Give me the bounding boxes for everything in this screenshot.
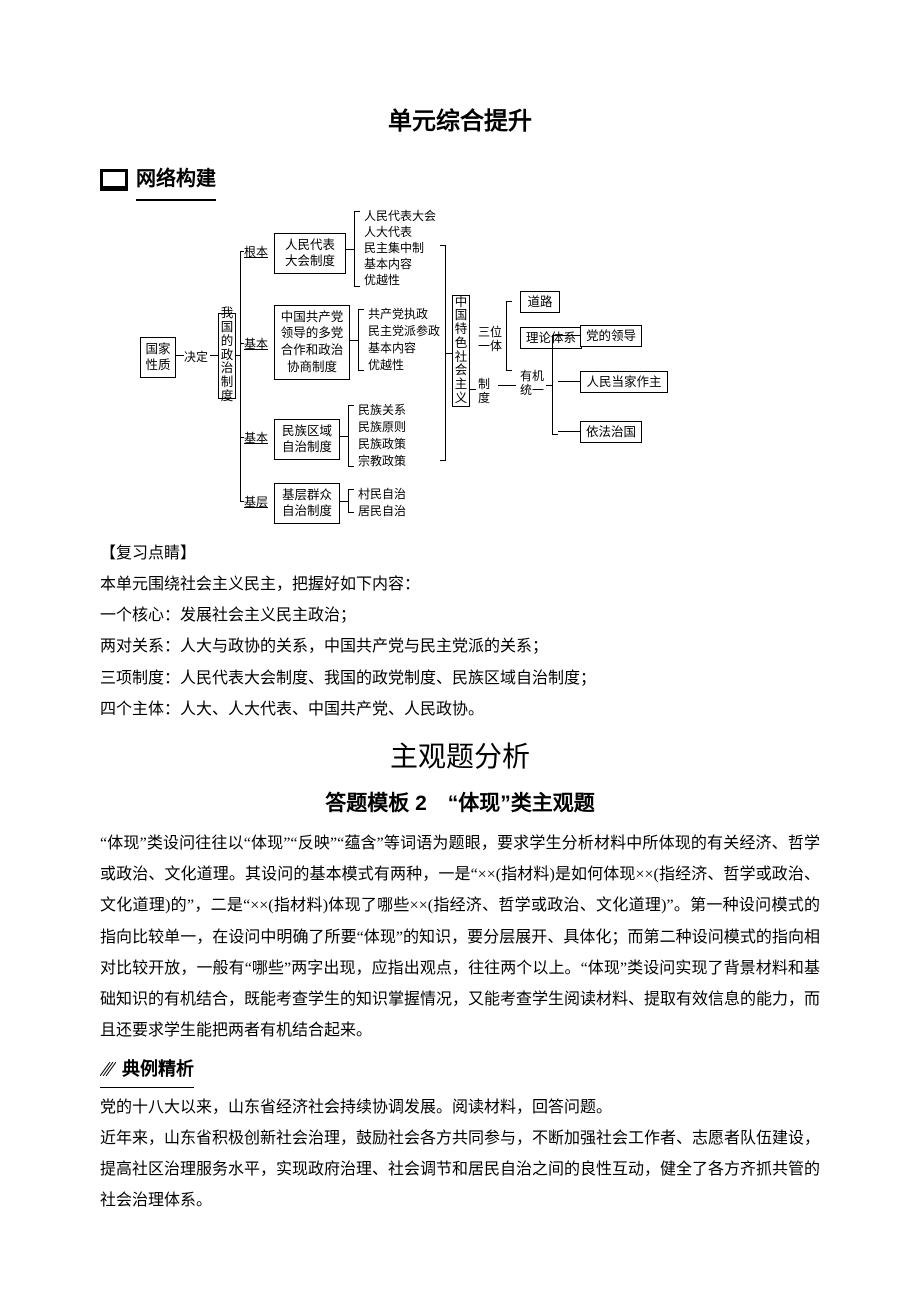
connector <box>546 385 552 386</box>
bracket <box>348 405 354 467</box>
connector <box>210 355 218 356</box>
hatch-icon <box>100 1062 116 1076</box>
connector <box>240 501 244 502</box>
page-title: 单元综合提升 <box>100 100 820 146</box>
node-nation-nature: 国家 性质 <box>140 337 176 379</box>
diagram-container: 国家 性质 决定 我国的政治制度 根本 基本 基本 基层 人民代表 大会制度 中… <box>100 209 820 529</box>
subjective-body: “体现”类设问往往以“体现”“反映”“蕴含”等词语为题眼，要求学生分析材料中所体… <box>100 828 820 1046</box>
connector <box>446 353 452 354</box>
connector <box>176 355 184 356</box>
connector <box>240 343 244 344</box>
example-material: 近年来，山东省积极创新社会治理，鼓励社会各方共同参与，不断加强社会工作者、志愿者… <box>100 1123 820 1217</box>
node-npc-system: 人民代表 大会制度 <box>274 233 346 275</box>
connector <box>340 501 348 502</box>
connector <box>470 389 476 390</box>
review-line: 两对关系：人大与政协的关系，中国共产党与民主党派的关系； <box>100 631 820 662</box>
review-line: 一个核心：发展社会主义民主政治； <box>100 600 820 631</box>
connector <box>240 437 244 438</box>
review-line: 三项制度：人民代表大会制度、我国的政党制度、民族区域自治制度； <box>100 663 820 694</box>
r4b: 居民自治 <box>358 500 406 523</box>
connector <box>350 340 358 341</box>
subjective-heading: 主观题分析 <box>100 731 820 784</box>
connector <box>236 355 240 356</box>
connector <box>240 251 241 501</box>
label-basic2: 基本 <box>244 427 268 450</box>
connector <box>558 381 580 382</box>
node-socialism: 中国特色社会主义 <box>452 295 470 407</box>
node-rule-of-law: 依法治国 <box>580 421 642 444</box>
review-title: 【复习点睛】 <box>100 539 820 569</box>
example-label: 典例精析 <box>122 1052 194 1086</box>
section-label: 网络构建 <box>136 160 216 201</box>
bracket <box>552 335 558 435</box>
label-system: 制 度 <box>478 377 490 406</box>
r2d: 优越性 <box>368 354 404 377</box>
connector <box>346 249 354 250</box>
node-people-master: 人民当家作主 <box>580 371 668 394</box>
label-trinity: 三位 一体 <box>478 325 502 354</box>
node-party-lead: 党的领导 <box>580 325 642 348</box>
node-grassroots: 基层群众 自治制度 <box>274 483 340 525</box>
concept-diagram: 国家 性质 决定 我国的政治制度 根本 基本 基本 基层 人民代表 大会制度 中… <box>140 209 780 529</box>
r1e: 优越性 <box>364 269 400 292</box>
example-header: 典例精析 <box>100 1052 194 1087</box>
label-basic: 基本 <box>244 333 268 356</box>
node-theory: 理论体系 <box>520 327 582 350</box>
connector <box>240 251 244 252</box>
bracket <box>348 489 354 513</box>
bracket <box>506 301 512 371</box>
section-header-network: 网络构建 <box>100 160 820 201</box>
connector <box>340 436 348 437</box>
connector <box>558 431 580 432</box>
connector <box>498 385 516 386</box>
connector <box>558 335 580 336</box>
template-heading: 答题模板 2 “体现”类主观题 <box>100 784 820 824</box>
example-intro: 党的十八大以来，山东省经济社会持续协调发展。阅读材料，回答问题。 <box>100 1092 820 1123</box>
node-multiparty: 中国共产党 领导的多党 合作和政治 协商制度 <box>274 305 350 381</box>
bracket <box>358 309 364 371</box>
node-ethnic-autonomy: 民族区域 自治制度 <box>274 419 340 461</box>
r3d: 宗教政策 <box>358 450 406 473</box>
node-political-system: 我国的政治制度 <box>218 313 236 399</box>
label-fundamental: 根本 <box>244 241 268 264</box>
monitor-icon <box>100 169 128 191</box>
label-unity: 有机 统一 <box>520 369 544 398</box>
review-line: 四个主体：人大、人大代表、中国共产党、人民政协。 <box>100 694 820 725</box>
node-road: 道路 <box>520 291 560 314</box>
review-line: 本单元围绕社会主义民主，把握好如下内容： <box>100 569 820 600</box>
label-basic3: 基层 <box>244 491 268 514</box>
bracket <box>354 211 360 287</box>
label-decide: 决定 <box>184 346 208 369</box>
